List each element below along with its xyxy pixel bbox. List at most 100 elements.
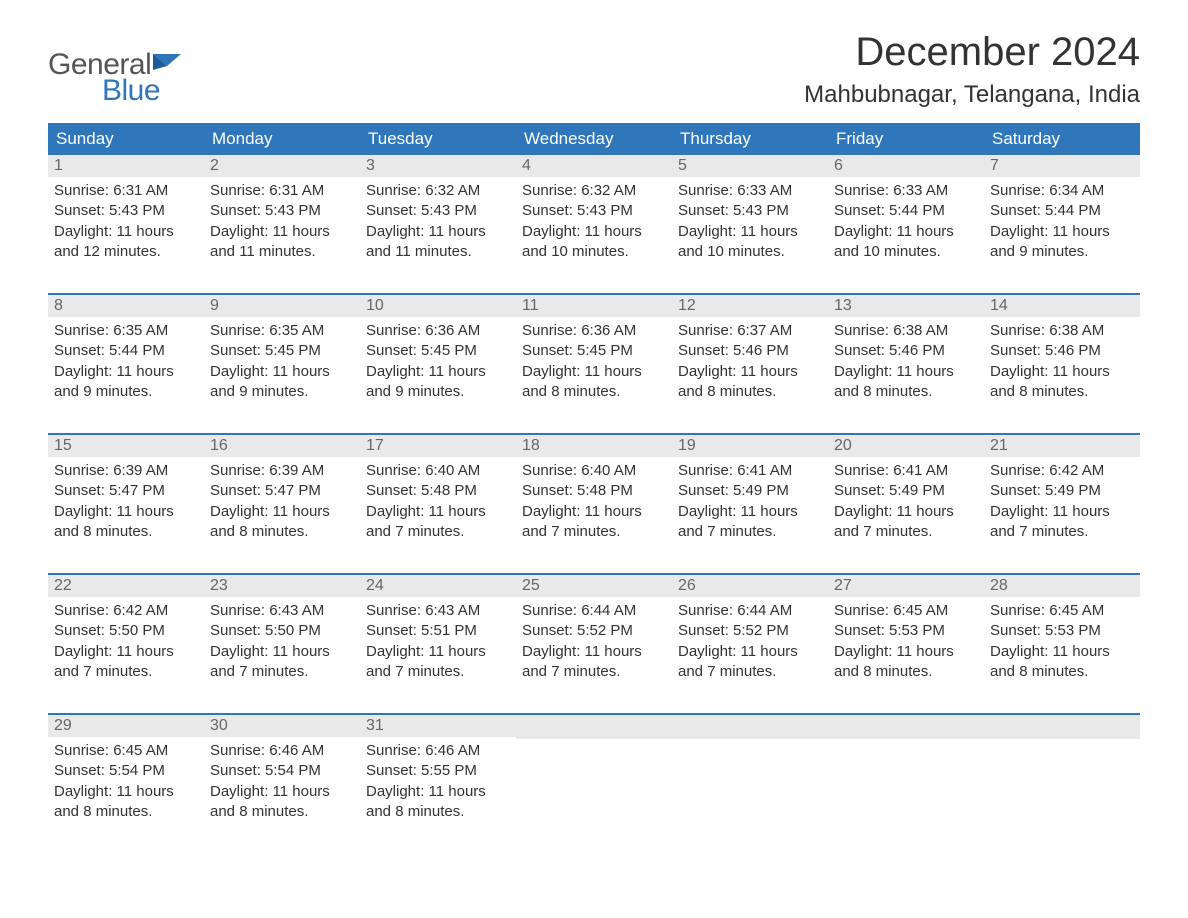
day-cell: 29Sunrise: 6:45 AMSunset: 5:54 PMDayligh… <box>48 715 204 835</box>
day-number: 21 <box>984 435 1140 457</box>
day-cell: 6Sunrise: 6:33 AMSunset: 5:44 PMDaylight… <box>828 155 984 275</box>
day-cell <box>516 715 672 835</box>
calendar: SundayMondayTuesdayWednesdayThursdayFrid… <box>48 123 1140 835</box>
day-cell: 18Sunrise: 6:40 AMSunset: 5:48 PMDayligh… <box>516 435 672 555</box>
week-row: 8Sunrise: 6:35 AMSunset: 5:44 PMDaylight… <box>48 293 1140 415</box>
day-cell: 8Sunrise: 6:35 AMSunset: 5:44 PMDaylight… <box>48 295 204 415</box>
day-cell: 28Sunrise: 6:45 AMSunset: 5:53 PMDayligh… <box>984 575 1140 695</box>
week-row: 22Sunrise: 6:42 AMSunset: 5:50 PMDayligh… <box>48 573 1140 695</box>
month-title: December 2024 <box>804 30 1140 75</box>
title-block: December 2024 Mahbubnagar, Telangana, In… <box>804 30 1140 109</box>
day-cell: 4Sunrise: 6:32 AMSunset: 5:43 PMDaylight… <box>516 155 672 275</box>
day-number: 2 <box>204 155 360 177</box>
day-cell: 11Sunrise: 6:36 AMSunset: 5:45 PMDayligh… <box>516 295 672 415</box>
day-cell: 21Sunrise: 6:42 AMSunset: 5:49 PMDayligh… <box>984 435 1140 555</box>
day-number: 19 <box>672 435 828 457</box>
day-content: Sunrise: 6:45 AMSunset: 5:53 PMDaylight:… <box>984 597 1140 686</box>
day-cell <box>984 715 1140 835</box>
day-cell <box>672 715 828 835</box>
day-cell: 20Sunrise: 6:41 AMSunset: 5:49 PMDayligh… <box>828 435 984 555</box>
day-cell: 1Sunrise: 6:31 AMSunset: 5:43 PMDaylight… <box>48 155 204 275</box>
day-cell: 23Sunrise: 6:43 AMSunset: 5:50 PMDayligh… <box>204 575 360 695</box>
weekday-header: Thursday <box>672 123 828 155</box>
day-number: 31 <box>360 715 516 737</box>
day-number: 5 <box>672 155 828 177</box>
day-number: 12 <box>672 295 828 317</box>
day-content: Sunrise: 6:41 AMSunset: 5:49 PMDaylight:… <box>828 457 984 546</box>
day-cell: 22Sunrise: 6:42 AMSunset: 5:50 PMDayligh… <box>48 575 204 695</box>
day-cell: 30Sunrise: 6:46 AMSunset: 5:54 PMDayligh… <box>204 715 360 835</box>
header: General Blue December 2024 Mahbubnagar, … <box>48 30 1140 109</box>
day-cell: 19Sunrise: 6:41 AMSunset: 5:49 PMDayligh… <box>672 435 828 555</box>
day-content: Sunrise: 6:38 AMSunset: 5:46 PMDaylight:… <box>828 317 984 406</box>
day-number: 23 <box>204 575 360 597</box>
day-content: Sunrise: 6:36 AMSunset: 5:45 PMDaylight:… <box>516 317 672 406</box>
day-number: 22 <box>48 575 204 597</box>
day-number: 29 <box>48 715 204 737</box>
day-cell: 14Sunrise: 6:38 AMSunset: 5:46 PMDayligh… <box>984 295 1140 415</box>
day-content: Sunrise: 6:32 AMSunset: 5:43 PMDaylight:… <box>360 177 516 266</box>
day-number: 26 <box>672 575 828 597</box>
day-number: 15 <box>48 435 204 457</box>
day-content: Sunrise: 6:34 AMSunset: 5:44 PMDaylight:… <box>984 177 1140 266</box>
day-number: 28 <box>984 575 1140 597</box>
day-cell: 16Sunrise: 6:39 AMSunset: 5:47 PMDayligh… <box>204 435 360 555</box>
day-cell: 17Sunrise: 6:40 AMSunset: 5:48 PMDayligh… <box>360 435 516 555</box>
day-content: Sunrise: 6:43 AMSunset: 5:51 PMDaylight:… <box>360 597 516 686</box>
day-cell: 13Sunrise: 6:38 AMSunset: 5:46 PMDayligh… <box>828 295 984 415</box>
day-number: 17 <box>360 435 516 457</box>
logo-text-blue: Blue <box>102 74 185 108</box>
weekday-header-row: SundayMondayTuesdayWednesdayThursdayFrid… <box>48 123 1140 155</box>
empty-daynum-bar <box>672 715 828 739</box>
empty-daynum-bar <box>516 715 672 739</box>
day-number: 16 <box>204 435 360 457</box>
day-cell: 3Sunrise: 6:32 AMSunset: 5:43 PMDaylight… <box>360 155 516 275</box>
day-content: Sunrise: 6:39 AMSunset: 5:47 PMDaylight:… <box>48 457 204 546</box>
day-content: Sunrise: 6:43 AMSunset: 5:50 PMDaylight:… <box>204 597 360 686</box>
day-content: Sunrise: 6:37 AMSunset: 5:46 PMDaylight:… <box>672 317 828 406</box>
day-content: Sunrise: 6:44 AMSunset: 5:52 PMDaylight:… <box>516 597 672 686</box>
day-content: Sunrise: 6:39 AMSunset: 5:47 PMDaylight:… <box>204 457 360 546</box>
day-cell: 2Sunrise: 6:31 AMSunset: 5:43 PMDaylight… <box>204 155 360 275</box>
day-cell: 7Sunrise: 6:34 AMSunset: 5:44 PMDaylight… <box>984 155 1140 275</box>
day-content: Sunrise: 6:41 AMSunset: 5:49 PMDaylight:… <box>672 457 828 546</box>
week-row: 1Sunrise: 6:31 AMSunset: 5:43 PMDaylight… <box>48 155 1140 275</box>
day-content: Sunrise: 6:31 AMSunset: 5:43 PMDaylight:… <box>204 177 360 266</box>
location: Mahbubnagar, Telangana, India <box>804 81 1140 109</box>
day-cell: 5Sunrise: 6:33 AMSunset: 5:43 PMDaylight… <box>672 155 828 275</box>
day-number: 10 <box>360 295 516 317</box>
day-number: 8 <box>48 295 204 317</box>
day-content: Sunrise: 6:33 AMSunset: 5:43 PMDaylight:… <box>672 177 828 266</box>
week-row: 15Sunrise: 6:39 AMSunset: 5:47 PMDayligh… <box>48 433 1140 555</box>
day-number: 25 <box>516 575 672 597</box>
logo: General Blue <box>48 48 185 108</box>
day-number: 9 <box>204 295 360 317</box>
day-cell: 25Sunrise: 6:44 AMSunset: 5:52 PMDayligh… <box>516 575 672 695</box>
day-cell: 10Sunrise: 6:36 AMSunset: 5:45 PMDayligh… <box>360 295 516 415</box>
day-cell: 9Sunrise: 6:35 AMSunset: 5:45 PMDaylight… <box>204 295 360 415</box>
day-number: 30 <box>204 715 360 737</box>
day-content: Sunrise: 6:40 AMSunset: 5:48 PMDaylight:… <box>516 457 672 546</box>
day-content: Sunrise: 6:36 AMSunset: 5:45 PMDaylight:… <box>360 317 516 406</box>
day-content: Sunrise: 6:38 AMSunset: 5:46 PMDaylight:… <box>984 317 1140 406</box>
day-number: 6 <box>828 155 984 177</box>
day-content: Sunrise: 6:42 AMSunset: 5:49 PMDaylight:… <box>984 457 1140 546</box>
day-number: 1 <box>48 155 204 177</box>
weekday-header: Friday <box>828 123 984 155</box>
day-content: Sunrise: 6:35 AMSunset: 5:45 PMDaylight:… <box>204 317 360 406</box>
day-content: Sunrise: 6:46 AMSunset: 5:54 PMDaylight:… <box>204 737 360 826</box>
day-number: 11 <box>516 295 672 317</box>
day-number: 14 <box>984 295 1140 317</box>
day-number: 13 <box>828 295 984 317</box>
day-number: 20 <box>828 435 984 457</box>
day-content: Sunrise: 6:45 AMSunset: 5:53 PMDaylight:… <box>828 597 984 686</box>
day-number: 18 <box>516 435 672 457</box>
weekday-header: Wednesday <box>516 123 672 155</box>
day-content: Sunrise: 6:32 AMSunset: 5:43 PMDaylight:… <box>516 177 672 266</box>
weekday-header: Tuesday <box>360 123 516 155</box>
day-number: 27 <box>828 575 984 597</box>
day-number: 7 <box>984 155 1140 177</box>
week-row: 29Sunrise: 6:45 AMSunset: 5:54 PMDayligh… <box>48 713 1140 835</box>
day-cell: 24Sunrise: 6:43 AMSunset: 5:51 PMDayligh… <box>360 575 516 695</box>
day-content: Sunrise: 6:40 AMSunset: 5:48 PMDaylight:… <box>360 457 516 546</box>
